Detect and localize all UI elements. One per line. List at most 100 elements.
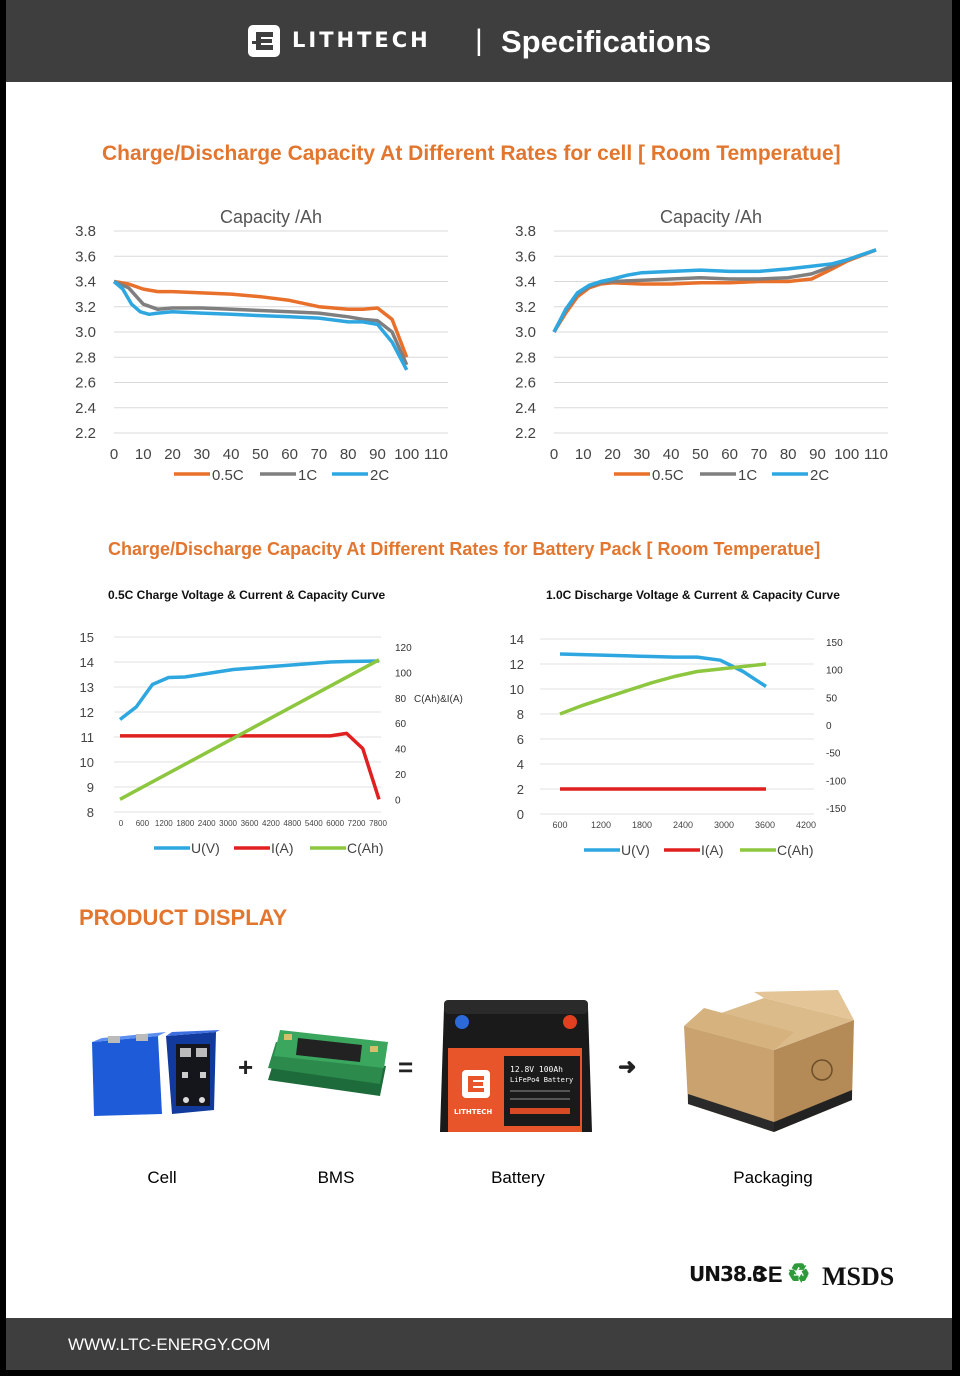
spec-sheet-page: LITHTECH | Specifications Charge/Dischar… xyxy=(6,0,952,1370)
x-tick-label: 0 xyxy=(110,446,118,463)
y-right-tick: 0 xyxy=(395,795,401,806)
legend-label: 1C xyxy=(298,467,317,484)
y-left-tick: 13 xyxy=(80,680,94,695)
y-left-tick: 9 xyxy=(87,780,94,795)
y-right-axis-label: C(Ah)&I(A) xyxy=(414,694,463,705)
y-right-tick: 80 xyxy=(395,694,407,705)
y-left-tick: 0 xyxy=(517,807,524,822)
legend-label: U(V) xyxy=(621,842,650,858)
chart-title: Capacity /Ah xyxy=(220,207,322,227)
chart-title: 0.5C Charge Voltage & Current & Capacity… xyxy=(108,588,386,602)
x-tick-label: 10 xyxy=(135,446,152,463)
x-tick-label: 70 xyxy=(751,446,768,463)
packaging-label: Packaging xyxy=(733,1168,813,1187)
x-tick-label: 100 xyxy=(394,446,419,463)
x-tick-label: 5400 xyxy=(305,819,323,828)
x-tick-label: 3000 xyxy=(219,819,237,828)
x-tick-label: 600 xyxy=(552,820,567,830)
x-tick-label: 3600 xyxy=(241,819,259,828)
section-title-pack: Charge/Discharge Capacity At Different R… xyxy=(108,539,821,559)
bms-label: BMS xyxy=(317,1168,355,1187)
website-url: WWW.LTC-ENERGY.COM xyxy=(68,1335,271,1354)
x-tick-label: 3600 xyxy=(755,820,775,830)
y-left-tick: 10 xyxy=(510,682,524,697)
cell-discharge-chart: Capacity /Ah 2.2 2.4 2.6 2.8 3.0 3.2 3.4 3.6 3.8 0… xyxy=(75,207,448,484)
x-tick-label: 50 xyxy=(252,446,269,463)
y-right-tick: 100 xyxy=(826,666,843,677)
series-line-1C xyxy=(113,279,409,366)
y-right-tick: 40 xyxy=(395,745,407,756)
x-tick-label: 7800 xyxy=(369,819,387,828)
page-title: Specifications xyxy=(501,24,712,59)
lithtech-logo-icon xyxy=(248,25,280,57)
x-tick-label: 1800 xyxy=(632,820,652,830)
x-tick-label: 30 xyxy=(193,446,210,463)
header-separator: | xyxy=(475,24,483,57)
y-tick-label: 3.0 xyxy=(75,324,96,341)
x-tick-label: 80 xyxy=(780,446,797,463)
arrow-right-icon: ➜ xyxy=(618,1054,637,1079)
battery-type-text: LiFePo4 Battery xyxy=(510,1076,573,1084)
y-tick-label: 2.4 xyxy=(75,400,96,417)
legend-label: 2C xyxy=(810,467,829,484)
y-tick-label: 3.6 xyxy=(515,248,536,265)
y-left-tick: 12 xyxy=(510,657,524,672)
y-right-tick: 20 xyxy=(395,770,407,781)
plus-sign: + xyxy=(238,1052,254,1082)
pack-discharge-chart: 1.0C Discharge Voltage & Current & Capac… xyxy=(510,588,847,858)
x-tick-label: 10 xyxy=(575,446,592,463)
x-tick-label: 30 xyxy=(633,446,650,463)
brand-name: LITHTECH xyxy=(292,28,431,52)
x-tick-label: 1200 xyxy=(591,820,611,830)
series-line-2C xyxy=(552,248,877,333)
battery-brand-text: LITHTECH xyxy=(454,1108,492,1116)
legend-label: U(V) xyxy=(191,840,220,856)
x-tick-label: 4200 xyxy=(796,820,816,830)
product-display-title: PRODUCT DISPLAY xyxy=(79,905,288,930)
y-tick-label: 3.8 xyxy=(515,223,536,240)
section-title-cell: Charge/Discharge Capacity At Different R… xyxy=(102,142,841,165)
x-tick-label: 80 xyxy=(340,446,357,463)
x-tick-label: 110 xyxy=(424,446,448,463)
y-tick-label: 3.2 xyxy=(75,299,96,316)
y-tick-label: 3.8 xyxy=(75,223,96,240)
footer-bar: WWW.LTC-ENERGY.COM xyxy=(6,1318,952,1370)
chart-title: 1.0C Discharge Voltage & Current & Capac… xyxy=(546,588,840,602)
y-left-tick: 14 xyxy=(80,655,94,670)
x-tick-label: 20 xyxy=(164,446,181,463)
series-line-U(V) xyxy=(559,652,767,688)
series-line-0.5C xyxy=(552,248,877,333)
x-tick-label: 1800 xyxy=(176,819,194,828)
un38-3-cert: UN38.3 xyxy=(689,1262,766,1286)
recycle-icon: ♻ xyxy=(787,1258,811,1288)
y-tick-label: 3.2 xyxy=(515,299,536,316)
series-line-1C xyxy=(552,248,877,333)
y-left-tick: 8 xyxy=(87,805,94,820)
x-tick-label: 3000 xyxy=(714,820,734,830)
cell-label: Cell xyxy=(147,1168,177,1187)
legend-label: C(Ah) xyxy=(777,842,814,858)
y-tick-label: 2.2 xyxy=(515,425,536,442)
series-line-C(Ah) xyxy=(119,658,380,801)
y-tick-label: 2.4 xyxy=(515,400,536,417)
y-tick-label: 2.8 xyxy=(75,349,96,366)
x-tick-label: 7200 xyxy=(348,819,366,828)
msds-cert: MSDS xyxy=(822,1262,895,1291)
x-tick-label: 40 xyxy=(223,446,240,463)
x-tick-label: 60 xyxy=(721,446,738,463)
y-tick-label: 2.2 xyxy=(75,425,96,442)
x-tick-label: 2400 xyxy=(198,819,216,828)
y-left-tick: 2 xyxy=(517,782,524,797)
y-tick-label: 3.0 xyxy=(515,324,536,341)
x-tick-label: 70 xyxy=(311,446,328,463)
y-right-tick: -100 xyxy=(826,776,846,787)
y-left-tick: 8 xyxy=(517,707,524,722)
y-left-tick: 6 xyxy=(517,732,524,747)
y-tick-label: 2.6 xyxy=(515,375,536,392)
series-line-U(V) xyxy=(118,659,380,721)
y-right-tick: 100 xyxy=(395,669,412,680)
y-left-tick: 10 xyxy=(80,755,94,770)
legend-label: C(Ah) xyxy=(347,840,384,856)
legend-label: 0.5C xyxy=(652,467,684,484)
x-tick-label: 90 xyxy=(809,446,826,463)
